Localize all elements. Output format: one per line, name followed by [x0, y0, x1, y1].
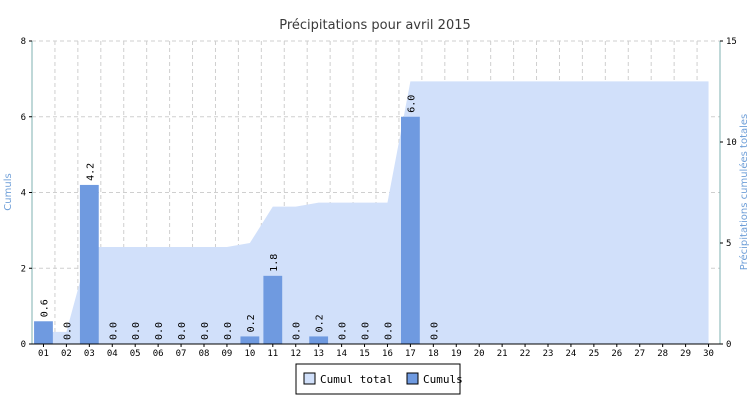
y-tick-label: 8 — [21, 37, 26, 47]
data-label-18: 0.0 — [429, 322, 440, 340]
y2-tick-label: 0 — [726, 340, 731, 350]
x-tick-label: 03 — [84, 349, 95, 359]
data-label-06: 0.0 — [154, 322, 165, 340]
x-tick-label: 24 — [566, 349, 577, 359]
chart-title: Précipitations pour avril 2015 — [279, 18, 471, 33]
data-label-04: 0.0 — [108, 322, 119, 340]
data-label-02: 0.0 — [62, 322, 73, 340]
data-labels: 0.6 0.0 4.2 0.0 0.0 0.0 0.0 0.0 0.0 0.2 1.8 0.0 0.2 0… — [39, 95, 440, 340]
cumul-total-area — [43, 81, 709, 345]
x-tick-label: 28 — [657, 349, 668, 359]
x-tick-label: 27 — [634, 349, 645, 359]
x-tick-label: 13 — [313, 349, 324, 359]
bar-17 — [400, 116, 420, 344]
x-tick-label: 20 — [474, 349, 485, 359]
x-tick-label: 23 — [543, 349, 554, 359]
x-tick-label: 08 — [199, 349, 210, 359]
x-tick-label: 22 — [520, 349, 531, 359]
legend-box — [295, 363, 461, 395]
x-tick-label: 06 — [153, 349, 164, 359]
data-label-16: 0.0 — [383, 322, 394, 340]
legend: Cumul total Cumuls — [295, 363, 463, 395]
data-label-14: 0.0 — [338, 322, 349, 340]
y2-tick-label: 15 — [726, 37, 737, 47]
x-tick-label: 26 — [611, 349, 622, 359]
x-tick-label: 10 — [244, 349, 255, 359]
data-label-07: 0.0 — [177, 322, 188, 340]
x-tick-label: 11 — [267, 349, 278, 359]
cumul-total-area-path — [43, 81, 709, 345]
data-label-08: 0.0 — [200, 322, 211, 340]
y-tick-label: 2 — [21, 264, 26, 274]
y2-tick-label: 5 — [726, 239, 731, 249]
x-tick-label: 21 — [497, 349, 508, 359]
data-label-17: 6.0 — [406, 95, 417, 113]
x-tick-label: 16 — [382, 349, 393, 359]
legend-label: Cumuls — [423, 373, 463, 386]
x-tick-label: 25 — [588, 349, 599, 359]
x-tick-label: 30 — [703, 349, 714, 359]
legend-swatch — [406, 372, 419, 385]
legend-label: Cumul total — [320, 373, 393, 386]
data-label-13: 0.2 — [315, 314, 326, 332]
data-label-03: 4.2 — [85, 163, 96, 181]
data-label-12: 0.0 — [292, 322, 303, 340]
y-tick-label: 6 — [21, 113, 26, 123]
x-tick-label: 04 — [107, 349, 118, 359]
x-tick-label: 15 — [359, 349, 370, 359]
bar-13 — [309, 336, 329, 344]
x-tick-label: 19 — [451, 349, 462, 359]
x-tick-label: 12 — [290, 349, 301, 359]
bar-01 — [34, 321, 53, 344]
data-label-10: 0.2 — [246, 314, 257, 332]
y2-axis-title: Précipitations cumulées totales — [738, 114, 750, 271]
cumuls-bars — [34, 116, 420, 344]
y-tick-label: 4 — [21, 189, 26, 199]
bar-03 — [79, 184, 99, 344]
bar-11 — [263, 275, 283, 344]
data-label-01: 0.6 — [39, 299, 50, 317]
bar-10 — [240, 336, 260, 344]
y-axis-title: Cumuls — [3, 173, 14, 210]
x-tick-label: 01 — [38, 349, 49, 359]
x-tick-label: 18 — [428, 349, 439, 359]
data-label-15: 0.0 — [361, 322, 372, 340]
x-tick-label: 14 — [336, 349, 347, 359]
x-tick-label: 05 — [130, 349, 141, 359]
x-tick-label: 02 — [61, 349, 72, 359]
x-tick-label: 29 — [680, 349, 691, 359]
y2-tick-label: 10 — [726, 138, 737, 148]
data-label-11: 1.8 — [269, 254, 280, 272]
x-tick-label: 07 — [176, 349, 187, 359]
data-label-05: 0.0 — [131, 322, 142, 340]
x-tick-label: 17 — [405, 349, 416, 359]
data-label-09: 0.0 — [223, 322, 234, 340]
legend-swatch — [303, 372, 316, 385]
y-tick-label: 0 — [21, 340, 26, 350]
x-tick-label: 09 — [222, 349, 233, 359]
